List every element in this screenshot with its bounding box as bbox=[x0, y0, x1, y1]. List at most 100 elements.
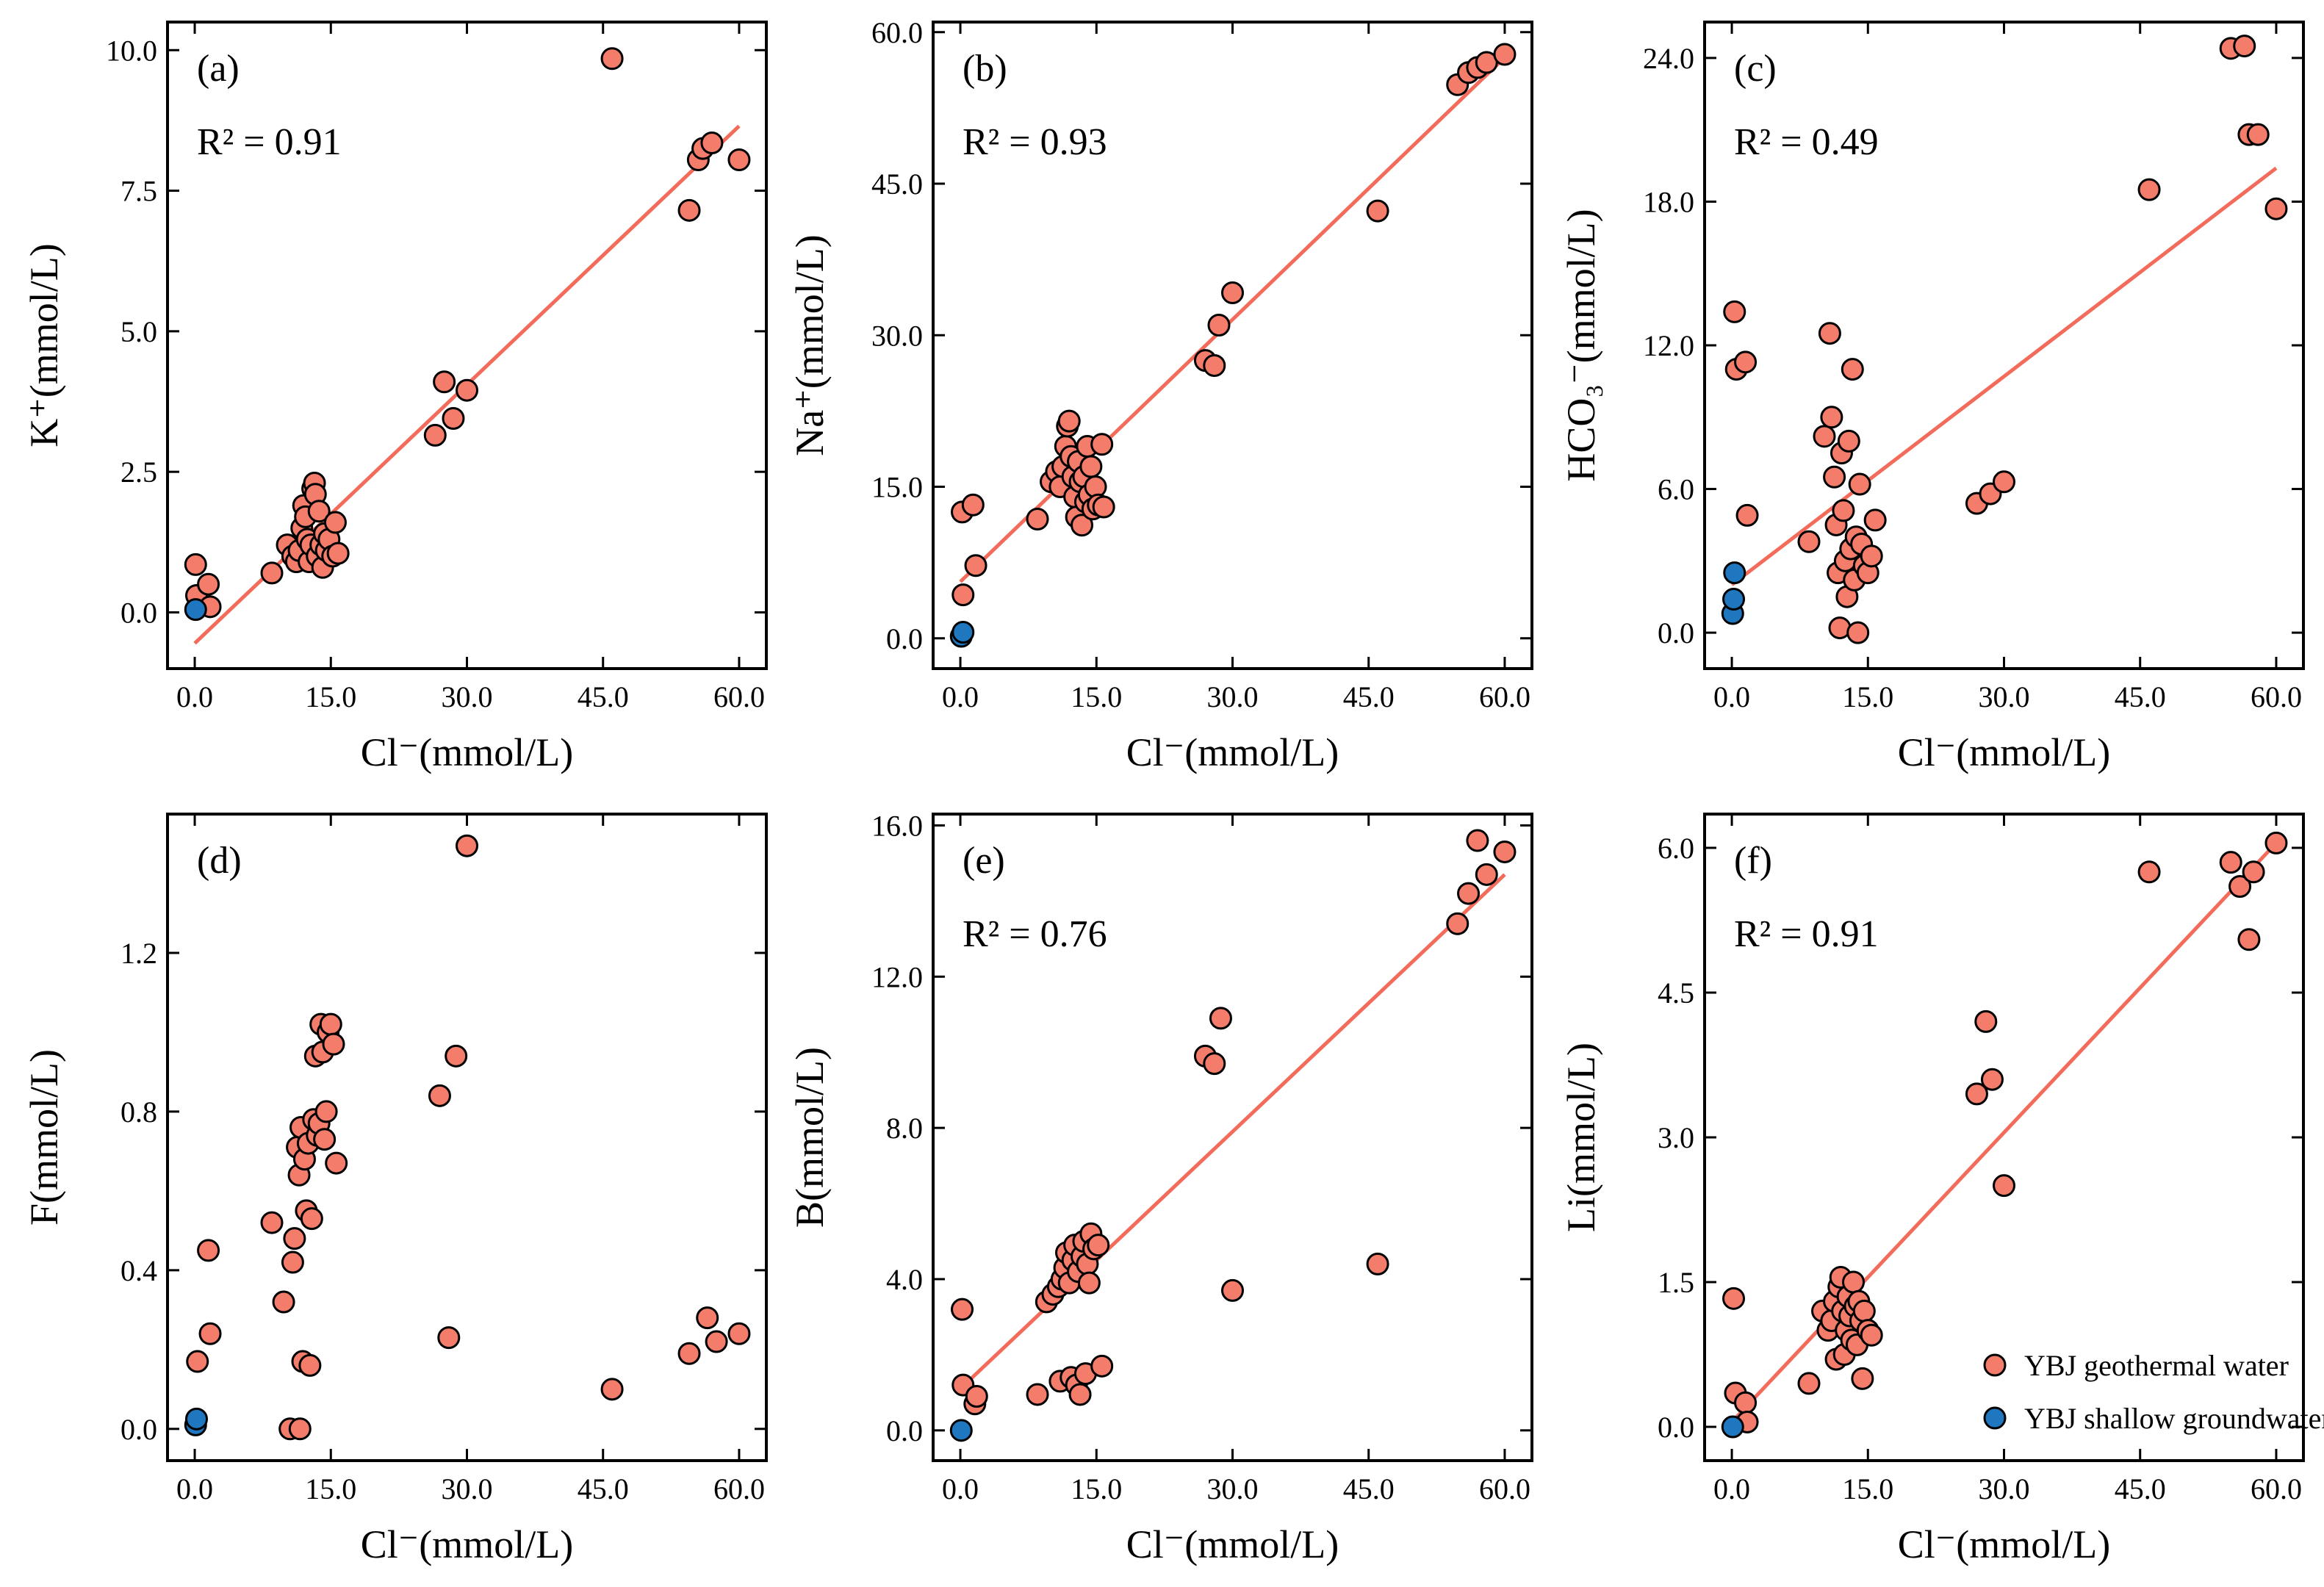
y-tick-label: 0.0 bbox=[886, 622, 923, 655]
panel-tag: (a) bbox=[197, 48, 240, 90]
geothermal-point bbox=[1841, 358, 1864, 381]
geothermal-point bbox=[1832, 499, 1855, 522]
x-tick-label: 60.0 bbox=[1479, 1472, 1530, 1505]
geothermal-point bbox=[307, 500, 331, 523]
y-axis-label: B(mmol/L) bbox=[788, 1047, 832, 1228]
plot-frame bbox=[1703, 21, 2305, 670]
y-tick-label: 0.0 bbox=[120, 596, 157, 629]
geothermal-point bbox=[2237, 928, 2261, 951]
geothermal-point bbox=[197, 572, 220, 596]
panel-tag: (e) bbox=[963, 840, 1005, 882]
geothermal-point bbox=[1071, 514, 1094, 537]
plot-frame bbox=[166, 813, 768, 1462]
groundwater-point bbox=[185, 1407, 209, 1431]
geothermal-point bbox=[2228, 875, 2252, 899]
geothermal-point bbox=[272, 1290, 295, 1314]
y-tick-label: 0.0 bbox=[1658, 1411, 1694, 1444]
plot-frame bbox=[932, 813, 1533, 1462]
geothermal-point bbox=[600, 1378, 624, 1401]
x-tick-label: 15.0 bbox=[305, 680, 356, 713]
geothermal-point bbox=[456, 378, 478, 402]
geothermal-point bbox=[2137, 860, 2161, 884]
geothermal-point bbox=[300, 1207, 323, 1231]
x-tick-label: 0.0 bbox=[942, 680, 979, 713]
geothermal-point bbox=[2137, 178, 2161, 201]
x-tick-label: 15.0 bbox=[1071, 1472, 1122, 1505]
y-tick-label: 0.0 bbox=[1658, 616, 1694, 649]
geothermal-point bbox=[1209, 1007, 1232, 1030]
geothermal-point bbox=[951, 583, 975, 607]
x-axis-label: Cl⁻(mmol/L) bbox=[1898, 1522, 2111, 1566]
geothermal-point bbox=[1366, 199, 1389, 223]
geothermal-point bbox=[1077, 1271, 1101, 1295]
geothermal-point bbox=[445, 1044, 468, 1068]
geothermal-point bbox=[1974, 1010, 1998, 1033]
geothermal-point bbox=[1092, 495, 1115, 519]
geothermal-series bbox=[1723, 35, 2288, 644]
y-tick-label: 30.0 bbox=[871, 319, 923, 352]
x-tick-label: 30.0 bbox=[1979, 1472, 2030, 1505]
geothermal-point bbox=[1722, 1286, 1746, 1310]
x-tick-label: 60.0 bbox=[1479, 680, 1530, 713]
geothermal-point bbox=[1846, 621, 1870, 644]
geothermal-point bbox=[437, 1326, 461, 1350]
geothermal-point bbox=[442, 406, 465, 430]
groundwater-series bbox=[184, 1407, 209, 1436]
y-tick-label: 12.0 bbox=[1643, 329, 1694, 362]
y-axis-label: Na⁺(mmol/L) bbox=[788, 234, 832, 456]
r2-text: R² = 0.91 bbox=[197, 121, 342, 163]
geothermal-point bbox=[428, 1084, 451, 1107]
geothermal-point bbox=[1026, 1383, 1049, 1406]
y-tick-label: 0.0 bbox=[120, 1413, 157, 1446]
geothermal-point bbox=[1797, 1372, 1821, 1395]
geothermal-series bbox=[951, 43, 1517, 607]
legend: YBJ geothermal water YBJ shallow groundwa… bbox=[1983, 1349, 2324, 1435]
r2-text: R² = 0.91 bbox=[1734, 913, 1879, 955]
x-tick-label: 45.0 bbox=[578, 680, 629, 713]
y-tick-label: 60.0 bbox=[871, 16, 923, 49]
geothermal-point bbox=[1366, 1252, 1389, 1275]
geothermal-point bbox=[1723, 300, 1746, 323]
geothermal-point bbox=[1734, 1391, 1758, 1414]
geothermal-point bbox=[2264, 831, 2288, 854]
geothermal-point bbox=[1852, 1299, 1876, 1322]
x-tick-label: 0.0 bbox=[942, 1472, 979, 1505]
geothermal-point bbox=[186, 1350, 209, 1373]
geothermal-point bbox=[1493, 840, 1517, 863]
geothermal-point bbox=[1203, 1052, 1226, 1076]
r2-text: R² = 0.49 bbox=[1734, 121, 1879, 163]
geothermal-point bbox=[1813, 425, 1836, 448]
y-tick-label: 4.0 bbox=[886, 1263, 923, 1296]
y-tick-label: 24.0 bbox=[1643, 42, 1694, 75]
x-tick-label: 30.0 bbox=[442, 680, 493, 713]
groundwater-point bbox=[949, 1419, 973, 1442]
geothermal-series bbox=[951, 829, 1517, 1416]
x-axis-label: Cl⁻(mmol/L) bbox=[1126, 730, 1339, 774]
y-tick-label: 1.2 bbox=[120, 937, 157, 970]
x-tick-label: 45.0 bbox=[2115, 1472, 2166, 1505]
geothermal-series bbox=[1722, 831, 2288, 1433]
geothermal-point bbox=[1475, 863, 1498, 886]
geothermal-point bbox=[313, 1128, 337, 1151]
x-tick-label: 15.0 bbox=[1842, 1472, 1893, 1505]
geothermal-series bbox=[184, 47, 751, 619]
groundwater-point bbox=[184, 598, 207, 622]
x-tick-label: 45.0 bbox=[578, 1472, 629, 1505]
geothermal-point bbox=[433, 370, 456, 394]
geothermal-point bbox=[1863, 508, 1887, 532]
plot-frame bbox=[1703, 813, 2305, 1462]
geothermal-point bbox=[1818, 322, 1841, 345]
geothermal-point bbox=[1734, 350, 1758, 374]
geothermal-point bbox=[1837, 429, 1860, 453]
geothermal-point bbox=[964, 554, 987, 577]
geothermal-point bbox=[2264, 197, 2288, 220]
x-tick-label: 30.0 bbox=[442, 1472, 493, 1505]
groundwater-point bbox=[1721, 1415, 1744, 1439]
geothermal-point bbox=[260, 1211, 284, 1234]
geothermal-point bbox=[1207, 314, 1231, 337]
fit-line bbox=[959, 56, 1506, 583]
geothermal-point bbox=[322, 1032, 345, 1056]
geothermal-point bbox=[677, 1342, 701, 1365]
geothermal-point bbox=[705, 1330, 728, 1353]
geothermal-point bbox=[2242, 860, 2265, 884]
